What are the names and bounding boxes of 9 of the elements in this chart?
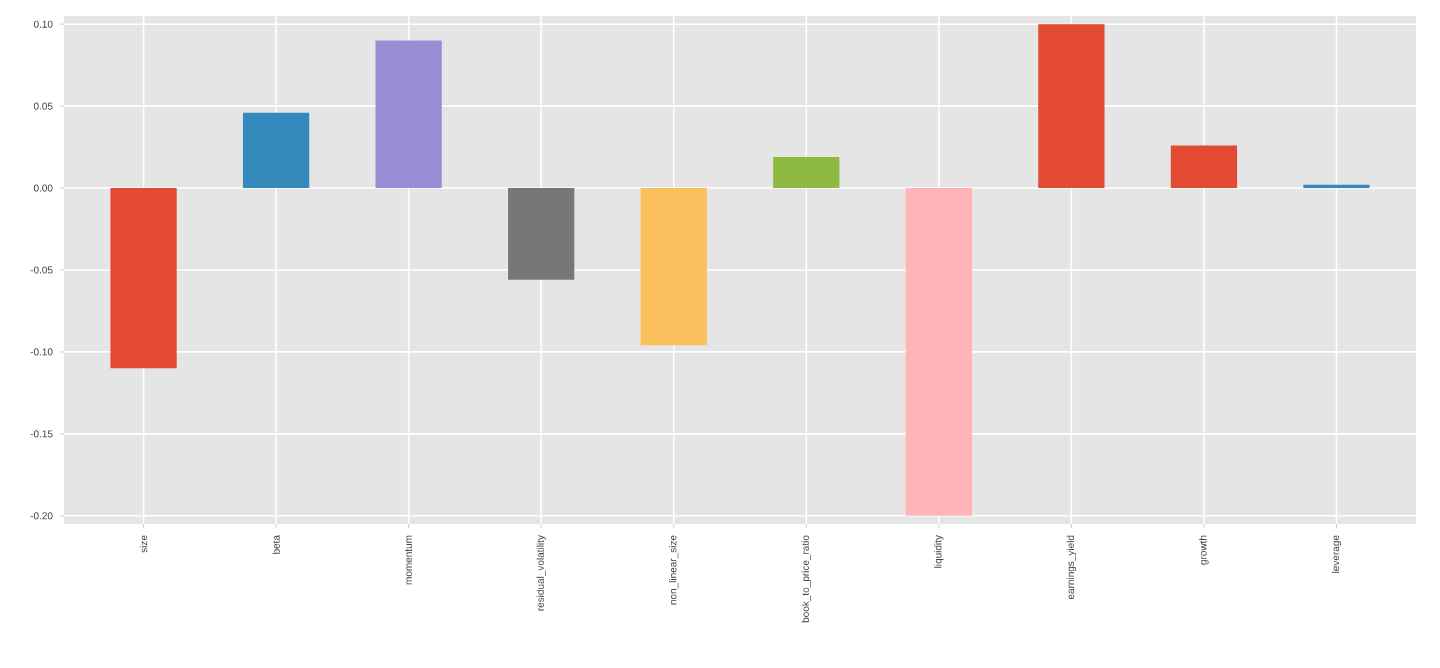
bar (1038, 24, 1105, 189)
bar (773, 156, 840, 189)
bar (640, 188, 707, 346)
bar (110, 188, 177, 369)
bar (1170, 145, 1238, 189)
bar (508, 188, 575, 280)
bar (905, 188, 972, 516)
bar (242, 112, 310, 189)
bar (375, 40, 442, 189)
